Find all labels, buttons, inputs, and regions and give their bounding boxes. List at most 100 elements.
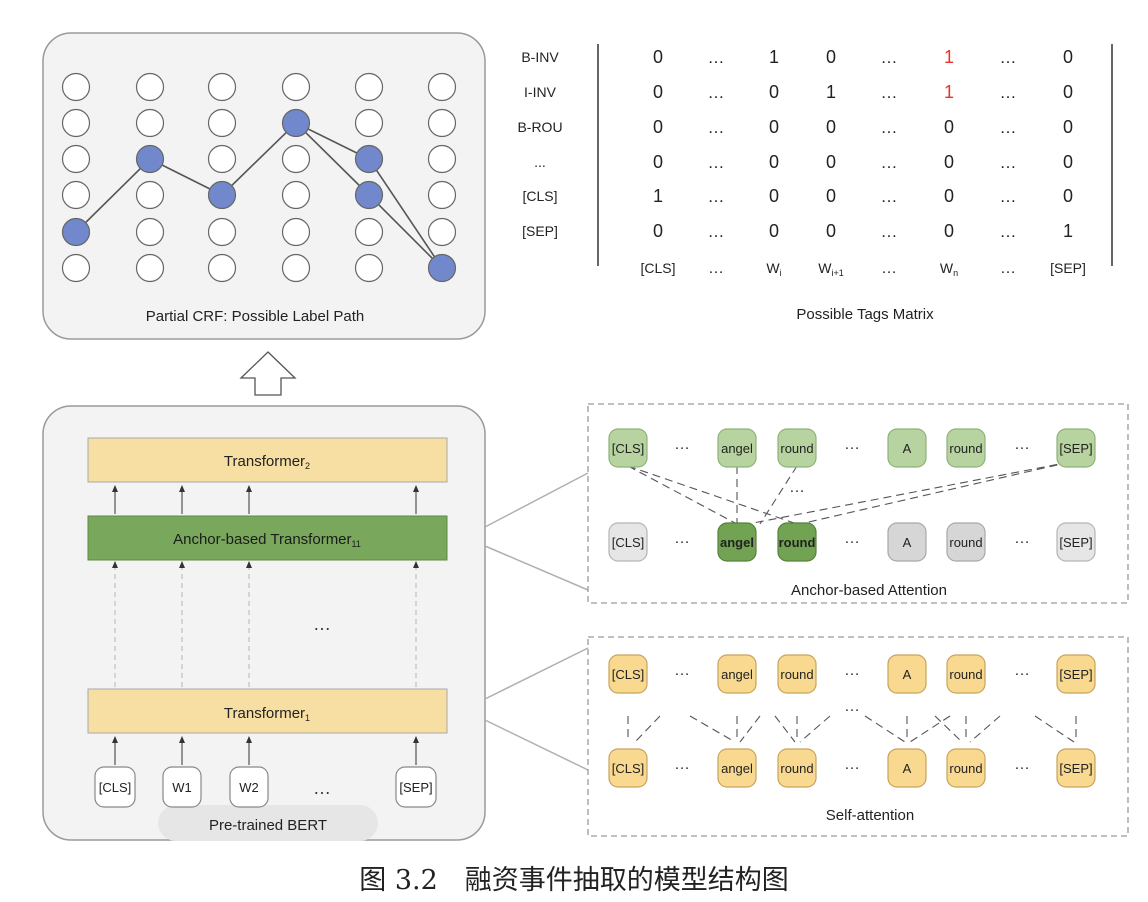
- attention-token-box: [608, 428, 648, 468]
- matrix-cell: …: [1000, 153, 1017, 172]
- matrix-cell: …: [1000, 83, 1017, 102]
- matrix-cell: 0: [1063, 117, 1073, 137]
- matrix-cell: 0: [944, 117, 954, 137]
- matrix-cell: …: [708, 153, 725, 172]
- crf-node: [427, 72, 457, 102]
- crf-node: [207, 144, 237, 174]
- svg-text:Transformer1: Transformer1: [224, 705, 310, 723]
- crf-node: [281, 72, 311, 102]
- attention-ellipsis: …: [1014, 662, 1030, 679]
- matrix-row-label: B-INV: [521, 49, 559, 65]
- bert-input-token-box: [229, 766, 269, 808]
- crf-node-selected: [207, 180, 237, 210]
- crf-node: [427, 108, 457, 138]
- matrix-cell: 0: [769, 152, 779, 172]
- matrix-cell: …: [708, 187, 725, 206]
- self-attention-line: [634, 715, 661, 743]
- matrix-row-label: ...: [534, 154, 546, 170]
- matrix-cell: 0: [944, 221, 954, 241]
- svg-text:Anchor-based Transformer11: Anchor-based Transformer11: [173, 531, 361, 549]
- matrix-col-label: [SEP]: [1050, 260, 1086, 276]
- self-attention-line: [739, 715, 761, 743]
- matrix-cell: …: [1000, 187, 1017, 206]
- attention-token: angel: [721, 441, 753, 456]
- matrix-cell: 0: [826, 117, 836, 137]
- matrix-cells: 0 … 1 0 … 1 … 0 0 … 0 1 … 1 … 0 0 … 0 0 … 0 … 0 0 … 0 0 … 0 … 0 1 … 0 0 … 0 … 0…: [653, 47, 1073, 241]
- bert-input-token: W2: [239, 780, 259, 795]
- self-attention-line: [864, 715, 906, 743]
- matrix-row-label: [CLS]: [522, 188, 557, 204]
- attention-token-box: [946, 654, 986, 694]
- matrix-cell: …: [708, 222, 725, 241]
- matrix-cell: …: [881, 83, 898, 102]
- attention-token: round: [780, 441, 813, 456]
- matrix-cell: …: [881, 48, 898, 67]
- attention-token: round: [949, 761, 982, 776]
- attention-token-box: [887, 522, 927, 562]
- crf-node: [427, 180, 457, 210]
- bert-dashed-arrowheads: [112, 561, 419, 568]
- attention-token: angel: [720, 535, 754, 550]
- bert-label-pill: [158, 805, 378, 841]
- matrix-cell: 0: [769, 117, 779, 137]
- bert-input-token: [SEP]: [399, 780, 432, 795]
- transformer-1-layer: Transformer1: [87, 688, 448, 734]
- tags-matrix-label: Possible Tags Matrix: [796, 306, 934, 323]
- self-attention-line: [969, 715, 1001, 743]
- attention-ellipsis: …: [1014, 756, 1030, 773]
- crf-node: [207, 253, 237, 283]
- bert-input-token-box: [395, 766, 437, 808]
- attention-token: angel: [721, 761, 753, 776]
- matrix-cell: 0: [944, 186, 954, 206]
- bert-input-ellipsis: …: [313, 778, 331, 798]
- crf-node: [61, 253, 91, 283]
- attention-ellipsis: …: [674, 530, 690, 547]
- attention-token: [SEP]: [1059, 761, 1092, 776]
- matrix-cell: 0: [826, 47, 836, 67]
- self-attention-line: [774, 715, 796, 743]
- matrix-col-label: Wn: [940, 260, 958, 278]
- crf-node: [354, 108, 384, 138]
- attention-token: [CLS]: [612, 667, 645, 682]
- crf-node: [281, 144, 311, 174]
- attention-ellipsis: …: [844, 530, 860, 547]
- self-attention-label: Self-attention: [826, 807, 914, 824]
- matrix-cell: 0: [826, 152, 836, 172]
- matrix-cell: …: [881, 153, 898, 172]
- attention-token-box: [1056, 428, 1096, 468]
- attention-ellipsis: …: [674, 436, 690, 453]
- matrix-cell: 0: [653, 152, 663, 172]
- attention-token-box: [777, 748, 817, 788]
- matrix-cell: 1: [944, 82, 954, 102]
- attention-token-box: [717, 748, 757, 788]
- attention-token-box: [717, 654, 757, 694]
- attention-ellipsis: …: [674, 756, 690, 773]
- attention-token: [CLS]: [612, 761, 645, 776]
- crf-path-edge: [368, 158, 443, 269]
- matrix-cell: 1: [653, 186, 663, 206]
- crf-node-selected: [427, 253, 457, 283]
- attention-token: A: [903, 761, 912, 776]
- crf-node: [427, 217, 457, 247]
- attention-token-box: [608, 654, 648, 694]
- crf-panel-label: Partial CRF: Possible Label Path: [146, 308, 364, 325]
- attention-token-box: [1056, 748, 1096, 788]
- attention-token-box: [887, 748, 927, 788]
- bert-input-token: W1: [172, 780, 192, 795]
- bert-input-tokens: [CLS] W1 W2 … [SEP]: [94, 766, 437, 808]
- matrix-cell: 0: [769, 221, 779, 241]
- matrix-cell: …: [1000, 222, 1017, 241]
- crf-node: [354, 253, 384, 283]
- crf-node: [135, 72, 165, 102]
- attention-token: [SEP]: [1059, 667, 1092, 682]
- matrix-cell: …: [881, 118, 898, 137]
- matrix-cell: …: [708, 118, 725, 137]
- attention-token-box: [717, 522, 757, 562]
- matrix-cell: 1: [769, 47, 779, 67]
- matrix-col-label: …: [881, 260, 897, 277]
- crf-node: [281, 180, 311, 210]
